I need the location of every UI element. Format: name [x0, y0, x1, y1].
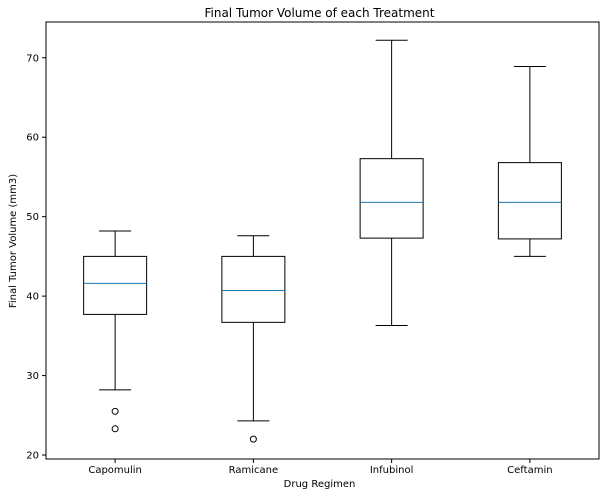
x-tick-label: Capomulin: [88, 465, 142, 476]
x-axis: Capomulin Ramicane Infubinol Ceftamin: [88, 459, 553, 476]
outlier-point: [111, 407, 119, 415]
x-tick-label: Infubinol: [370, 465, 414, 476]
x-tick-label: Ceftamin: [507, 465, 552, 476]
y-axis: 20 30 40 50 60 70: [26, 53, 46, 462]
box-ramicane: [221, 235, 286, 443]
y-tick-label: 70: [26, 53, 39, 64]
y-tick-label: 50: [26, 212, 39, 223]
y-tick-label: 60: [26, 133, 39, 144]
iqr-box: [83, 255, 148, 315]
boxes-group: [83, 39, 562, 443]
iqr-box: [497, 162, 562, 240]
plot-area-frame: [45, 21, 600, 460]
outlier-point: [111, 425, 119, 433]
iqr-box: [359, 158, 424, 239]
box-capomulin: [83, 230, 148, 433]
y-tick-label: 20: [26, 451, 39, 462]
box-ceftamin: [497, 65, 562, 257]
outlier-point: [249, 435, 257, 443]
box-infubinol: [359, 39, 424, 327]
y-tick-label: 30: [26, 371, 39, 382]
y-axis-label: Final Tumor Volume (mm3): [8, 174, 19, 308]
chart-title: Final Tumor Volume of each Treatment: [204, 6, 434, 20]
x-axis-label: Drug Regimen: [284, 479, 356, 490]
iqr-box: [221, 255, 286, 323]
y-tick-label: 40: [26, 292, 39, 303]
x-tick-label: Ramicane: [229, 465, 279, 476]
